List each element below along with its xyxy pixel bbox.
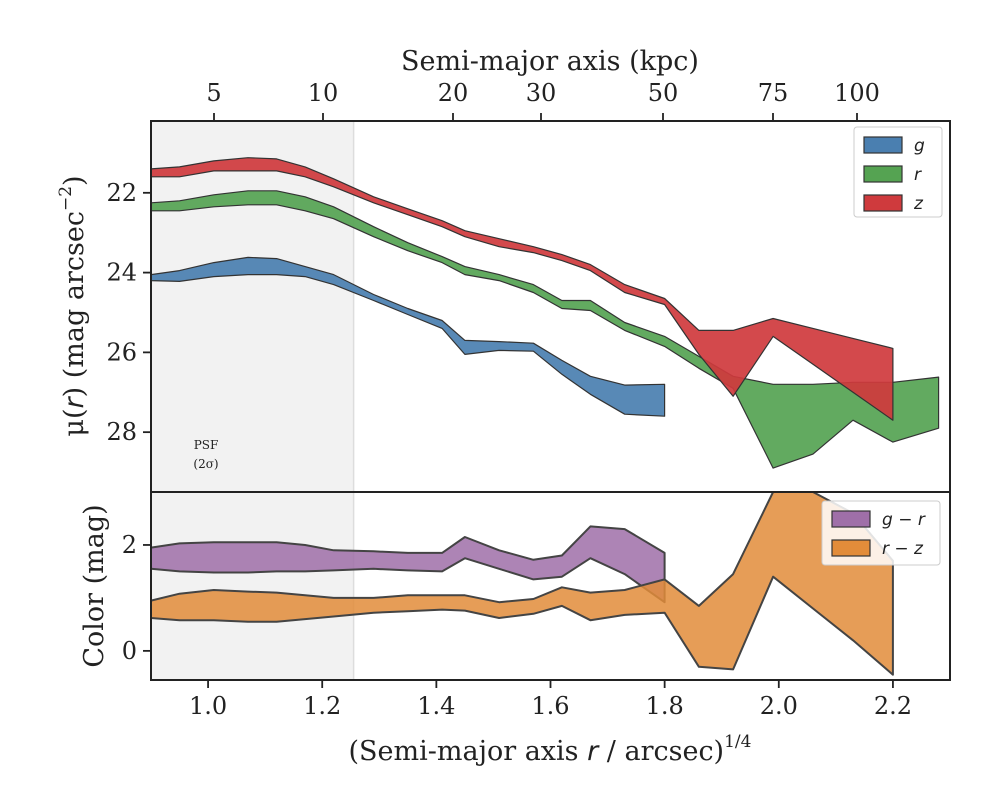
legend-swatch-r-z	[831, 539, 871, 557]
x-tick-label: 1.4	[417, 692, 455, 720]
legend-swatch-z	[863, 194, 903, 212]
bottom-panel-frame	[150, 491, 951, 681]
y-axis-label-exponent: −2	[56, 186, 76, 211]
bottom-x-axis-label: (Semi-major axis r / arcsec)1/4	[349, 732, 752, 767]
y-tick-label: 22	[106, 179, 137, 207]
top-y-axis-label: μ(r) (mag arcsec−2)	[56, 175, 90, 436]
top-x-axis-label: Semi-major axis (kpc)	[401, 46, 699, 77]
top-x-tick-label: 100	[834, 79, 880, 107]
band-z	[150, 157, 894, 421]
x-tick-label: 1.6	[531, 692, 569, 720]
y-tick-label: 24	[106, 259, 137, 287]
legends: grz g − r r − z	[821, 126, 943, 566]
legend-label-g-r: g − r	[882, 510, 926, 530]
bottom-y-axis-label: Color (mag)	[79, 504, 110, 667]
x-tick-label: 2.0	[760, 692, 798, 720]
y-axis-label-symbol: r	[59, 395, 90, 408]
top-x-tick-label: 50	[648, 79, 679, 107]
x-tick-label: 1.8	[646, 692, 684, 720]
top-x-tick-label: 10	[308, 79, 339, 107]
x-tick-label: 2.2	[874, 692, 912, 720]
psf-sigma-label: (2σ)	[193, 457, 218, 471]
top-x-tick-label: 30	[526, 79, 557, 107]
y-axis-label-part-1: μ(	[59, 408, 90, 436]
y-axis-label-part-2: ) (mag arcsec	[59, 211, 90, 397]
x-axis-label-symbol: r	[587, 736, 600, 767]
legend-label-g: g	[914, 136, 925, 156]
x-axis-label-part-1: (Semi-major axis	[349, 736, 588, 767]
color-y-tick-label: 0	[122, 637, 137, 665]
top-x-tick-label: 75	[758, 79, 789, 107]
psf-label: PSF	[194, 438, 219, 452]
psf-region-bottom	[151, 492, 354, 680]
legend-swatch-g	[863, 136, 903, 154]
x-axis-label-exponent: 1/4	[724, 732, 751, 752]
legend-label-r: r	[914, 165, 922, 185]
surface-brightness-bands	[150, 157, 940, 469]
legend-label-z: z	[913, 194, 924, 214]
color-bands	[150, 491, 894, 676]
top-x-tick-label: 5	[206, 79, 221, 107]
x-tick-label: 1.0	[189, 692, 227, 720]
legend-swatch-g-r	[831, 510, 871, 528]
band-r	[150, 190, 940, 469]
band-r-z	[150, 491, 894, 676]
color-y-tick-label: 2	[122, 531, 137, 559]
axis-ticks: 1.0 1.2 1.4 1.6 1.8 2.0 2.25 10 20 30 50 75 10022242…	[106, 79, 912, 720]
band-g	[150, 256, 666, 417]
legend-swatch-r	[863, 165, 903, 183]
psf-region-top	[151, 121, 354, 492]
top-x-tick-label: 20	[438, 79, 469, 107]
x-tick-label: 1.2	[303, 692, 341, 720]
legend-label-r-z: r − z	[882, 539, 924, 559]
x-axis-label-part-2: / arcsec)	[598, 736, 724, 767]
y-axis-label-part-3: )	[59, 175, 90, 186]
y-tick-label: 28	[106, 418, 137, 446]
y-tick-label: 26	[106, 338, 137, 366]
